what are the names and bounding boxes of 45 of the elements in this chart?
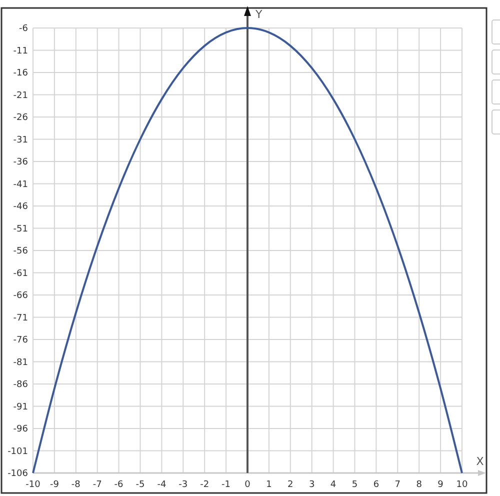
- x-tick-label: -7: [92, 480, 102, 490]
- y-tick-label: -21: [13, 90, 28, 101]
- y-tick-label: -56: [13, 246, 28, 256]
- y-tick-label: -31: [13, 135, 28, 146]
- x-tick-label: -9: [50, 480, 60, 490]
- y-tick-label: -46: [13, 202, 28, 212]
- x-tick-label: 5: [352, 480, 358, 490]
- y-tick-label: -11: [13, 46, 28, 56]
- x-tick-label: -2: [200, 480, 210, 490]
- x-tick-label: 8: [416, 480, 422, 490]
- x-tick-label: 7: [394, 480, 401, 490]
- y-tick-label: -86: [13, 380, 28, 390]
- x-tick-label: 9: [438, 480, 444, 490]
- y-tick-label: -61: [13, 268, 28, 279]
- x-tick-label: -8: [71, 480, 81, 490]
- line-series: [32, 27, 463, 474]
- x-tick-label: 4: [330, 480, 336, 490]
- y-tick-label: -106: [8, 469, 28, 479]
- x-tick-label: -10: [26, 480, 41, 490]
- x-tick-label: -5: [136, 480, 145, 490]
- y-tick-label: -51: [13, 224, 28, 234]
- y-tick-label: -36: [13, 158, 28, 168]
- y-tick-label: -101: [8, 446, 28, 457]
- y-tick-label: -6: [19, 24, 28, 34]
- y-tick-label: -96: [13, 424, 28, 434]
- y-tick-label: -91: [13, 402, 28, 412]
- y-axis-title: Y: [254, 8, 262, 21]
- y-tick-label: -41: [13, 180, 28, 190]
- y-tick-label: -76: [13, 336, 28, 346]
- y-tick-label: -71: [13, 313, 28, 324]
- y-tick-label: -81: [13, 358, 28, 368]
- x-tick-label: 1: [266, 480, 272, 490]
- x-tick-label: -4: [157, 480, 166, 490]
- x-tick-label: 10: [456, 480, 468, 490]
- x-tick-label: 3: [308, 480, 315, 490]
- x-tick-label: -3: [178, 480, 188, 490]
- y-tick-label: -66: [13, 291, 28, 301]
- y-tick-label: -26: [13, 113, 28, 123]
- x-tick-label: -1: [222, 480, 231, 490]
- x-tick-label: 6: [373, 480, 380, 490]
- x-tick-label: -6: [114, 480, 124, 490]
- y-tick-label: -16: [13, 68, 28, 78]
- x-tick-label: 2: [288, 480, 294, 490]
- x-axis-title: X: [476, 455, 484, 468]
- x-tick-label: 0: [244, 480, 251, 490]
